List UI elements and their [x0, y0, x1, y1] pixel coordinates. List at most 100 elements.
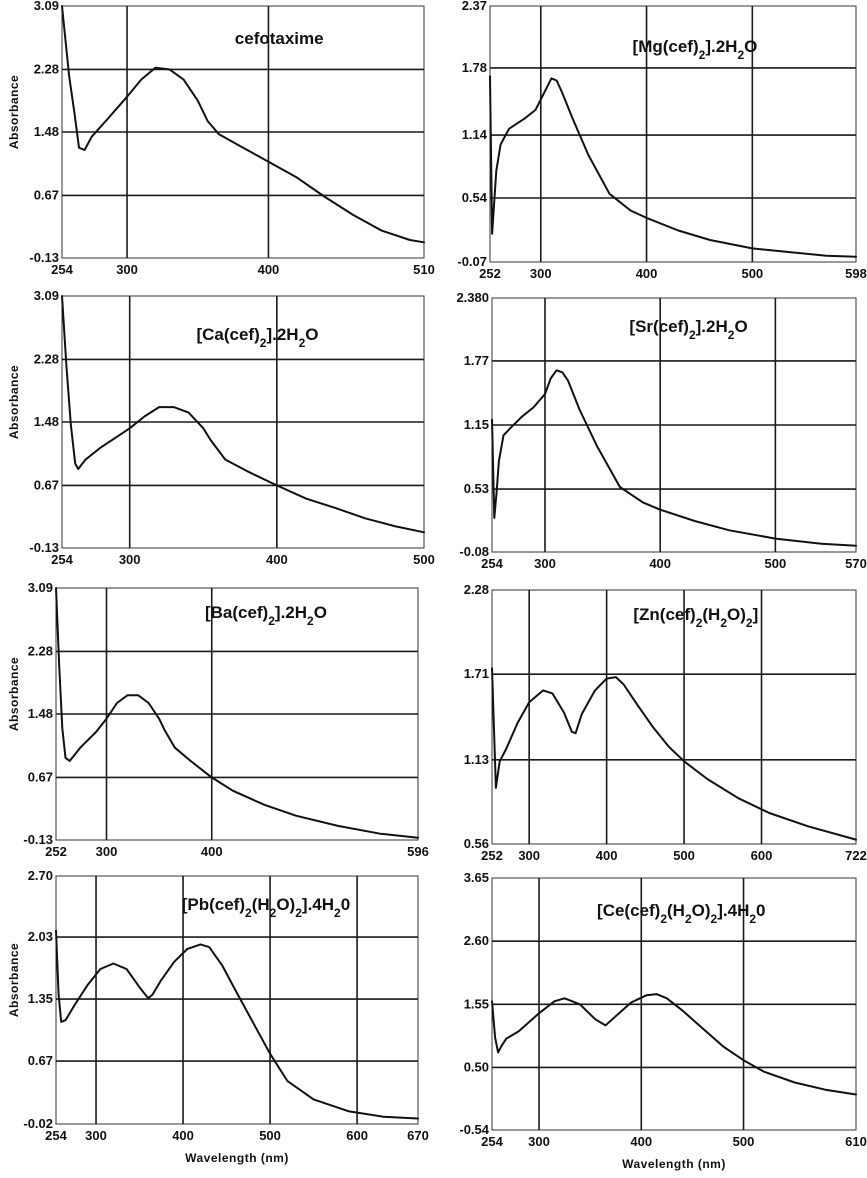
y-tick-label: 3.09 [28, 580, 53, 595]
y-tick-label: 1.15 [464, 417, 489, 432]
y-tick-label: 1.48 [34, 414, 59, 429]
x-tick-label: 500 [741, 266, 763, 281]
x-tick-label: 500 [413, 552, 435, 567]
x-tick-label: 400 [258, 262, 280, 277]
x-tick-label: 400 [266, 552, 288, 567]
y-tick-label: 0.67 [28, 769, 53, 784]
y-tick-label: -0.54 [459, 1122, 489, 1137]
plot-frame [491, 589, 857, 845]
y-tick-label: -0.08 [459, 544, 489, 559]
y-tick-label: 2.03 [28, 929, 53, 944]
absorbance-curve [489, 75, 857, 258]
x-tick-label: 600 [346, 1128, 368, 1143]
x-tick-label: 500 [259, 1128, 281, 1143]
x-tick-label: 600 [751, 848, 773, 863]
x-tick-label: 254 [51, 262, 73, 277]
x-tick-label: 254 [481, 1134, 503, 1149]
y-tick-label: 0.67 [34, 477, 59, 492]
x-axis-label: Wavelength (nm) [185, 1151, 289, 1165]
y-tick-label: 1.78 [462, 60, 487, 75]
y-tick-label: 2.28 [34, 61, 59, 76]
y-tick-label: 2.28 [28, 643, 53, 658]
absorbance-curve [491, 369, 857, 547]
y-axis-label: Absorbance [7, 365, 21, 439]
panel-title: [Zn(cef)2(H2O)2] [633, 605, 758, 630]
absorbance-curve [61, 295, 425, 534]
x-tick-label: 252 [45, 844, 67, 859]
x-tick-label: 596 [407, 844, 429, 859]
absorbance-curve [55, 587, 419, 839]
panel-title: [Ca(cef)2].2H2O [196, 325, 318, 350]
y-tick-label: 1.48 [34, 124, 59, 139]
panel-title: [Ba(cef)2].2H2O [205, 603, 327, 628]
x-tick-label: 400 [630, 1134, 652, 1149]
y-tick-label: 3.65 [464, 870, 489, 885]
y-tick-label: 1.14 [462, 127, 488, 142]
x-tick-label: 300 [528, 1134, 550, 1149]
x-tick-label: 300 [518, 848, 540, 863]
x-tick-label: 598 [845, 266, 867, 281]
y-tick-label: 0.50 [464, 1059, 489, 1074]
x-tick-label: 500 [765, 556, 787, 571]
y-tick-label: 1.48 [28, 706, 53, 721]
x-tick-label: 500 [673, 848, 695, 863]
x-tick-label: 252 [481, 848, 503, 863]
x-axis-label: Wavelength (nm) [622, 1157, 726, 1171]
absorbance-curve [491, 993, 857, 1096]
y-axis-label: Absorbance [7, 943, 21, 1017]
y-tick-label: 2.60 [464, 933, 489, 948]
y-tick-label: 2.28 [34, 351, 59, 366]
y-tick-label: -0.07 [457, 254, 487, 269]
y-tick-label: 0.54 [462, 190, 488, 205]
y-tick-label: 0.56 [464, 836, 489, 851]
absorbance-curve [61, 5, 425, 244]
x-tick-label: 570 [845, 556, 867, 571]
y-tick-label: 2.380 [456, 290, 489, 305]
panel-title: [Mg(cef)2].2H2O [633, 37, 758, 62]
y-tick-label: 2.37 [462, 0, 487, 13]
x-tick-label: 300 [530, 266, 552, 281]
x-tick-label: 252 [479, 266, 501, 281]
panel-title: [Pb(cef)2(H2O)2].4H20 [182, 895, 350, 920]
y-tick-label: 3.09 [34, 288, 59, 303]
x-tick-label: 500 [733, 1134, 755, 1149]
y-axis-label: Absorbance [7, 657, 21, 731]
x-tick-label: 670 [407, 1128, 429, 1143]
x-tick-label: 722 [845, 848, 867, 863]
y-tick-label: 1.55 [464, 996, 489, 1011]
panel-title: cefotaxime [235, 29, 324, 48]
x-tick-label: 254 [51, 552, 73, 567]
y-tick-label: 2.70 [28, 868, 53, 883]
x-tick-label: 300 [119, 552, 141, 567]
y-tick-label: 0.67 [34, 187, 59, 202]
x-tick-label: 510 [413, 262, 435, 277]
y-tick-label: 1.13 [464, 752, 489, 767]
y-tick-label: -0.02 [23, 1116, 53, 1131]
panel-title: [Sr(cef)2].2H2O [629, 317, 747, 342]
absorbance-curve [491, 667, 857, 841]
y-tick-label: 2.28 [464, 582, 489, 597]
y-tick-label: 1.35 [28, 991, 53, 1006]
y-tick-label: 0.67 [28, 1053, 53, 1068]
x-tick-label: 300 [116, 262, 138, 277]
x-tick-label: 400 [636, 266, 658, 281]
y-tick-label: -0.13 [29, 540, 59, 555]
x-tick-label: 400 [201, 844, 223, 859]
x-tick-label: 254 [45, 1128, 67, 1143]
panel-title: [Ce(cef)2(H2O)2].4H20 [597, 901, 765, 926]
y-tick-label: 1.77 [464, 353, 489, 368]
plot-frame [489, 5, 857, 263]
x-tick-label: 400 [649, 556, 671, 571]
y-tick-label: 0.53 [464, 481, 489, 496]
y-axis-label: Absorbance [7, 75, 21, 149]
x-tick-label: 400 [596, 848, 618, 863]
y-tick-label: -0.13 [23, 832, 53, 847]
y-tick-label: -0.13 [29, 250, 59, 265]
